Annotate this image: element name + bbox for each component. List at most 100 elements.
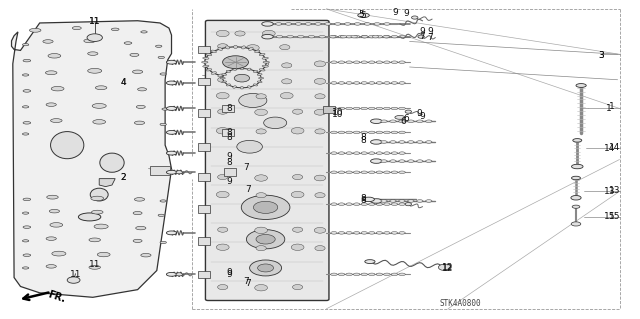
Circle shape [216,61,229,67]
Ellipse shape [241,75,246,78]
Ellipse shape [369,82,375,84]
Text: 2: 2 [120,173,125,182]
Ellipse shape [344,23,351,25]
Text: 7: 7 [244,277,249,286]
Ellipse shape [248,86,251,88]
Circle shape [87,34,102,41]
Ellipse shape [399,232,405,234]
Ellipse shape [22,133,29,135]
Bar [198,173,210,181]
Bar [198,271,210,278]
Ellipse shape [166,272,177,276]
Ellipse shape [381,120,387,122]
Text: 10: 10 [332,110,344,119]
Ellipse shape [346,232,352,234]
Text: 6: 6 [404,114,409,123]
Circle shape [216,128,229,134]
Ellipse shape [371,199,382,203]
Ellipse shape [166,60,177,64]
Ellipse shape [399,131,405,134]
Ellipse shape [262,22,273,26]
Circle shape [237,140,262,153]
FancyBboxPatch shape [205,20,329,300]
Text: 3: 3 [598,51,604,60]
Ellipse shape [46,103,56,107]
Ellipse shape [353,232,360,234]
Ellipse shape [369,152,375,154]
Text: 9: 9 [227,152,232,161]
Circle shape [292,227,303,232]
Ellipse shape [572,176,580,180]
Circle shape [241,195,290,219]
Ellipse shape [573,138,582,142]
Circle shape [256,234,275,244]
Circle shape [255,227,268,234]
Ellipse shape [203,57,209,59]
Ellipse shape [353,273,360,276]
Ellipse shape [399,203,405,205]
Ellipse shape [132,70,143,74]
Ellipse shape [253,70,258,72]
Ellipse shape [331,232,337,234]
Ellipse shape [376,232,383,234]
Bar [150,166,170,175]
Circle shape [235,31,245,36]
Ellipse shape [391,203,397,205]
Ellipse shape [376,107,383,110]
Polygon shape [99,179,115,187]
Ellipse shape [391,107,397,110]
Ellipse shape [79,213,101,221]
Ellipse shape [84,39,95,43]
Ellipse shape [399,171,405,174]
Bar [198,143,210,151]
Circle shape [250,260,282,276]
Bar [323,106,335,113]
Ellipse shape [319,35,325,38]
Ellipse shape [51,119,62,122]
Ellipse shape [22,74,29,76]
Text: 6: 6 [401,117,406,126]
Ellipse shape [384,23,390,25]
Ellipse shape [160,73,166,75]
Text: 11: 11 [89,17,100,26]
Ellipse shape [395,115,405,119]
Ellipse shape [376,203,383,205]
Ellipse shape [353,203,360,205]
Ellipse shape [221,81,227,83]
Ellipse shape [384,152,390,154]
Ellipse shape [331,203,337,205]
Ellipse shape [262,34,273,39]
Bar [198,237,210,245]
Text: 9: 9 [404,9,409,18]
Circle shape [218,44,228,49]
Ellipse shape [89,265,100,269]
Ellipse shape [369,61,375,63]
Ellipse shape [295,23,301,25]
Ellipse shape [365,260,375,263]
Ellipse shape [369,273,375,276]
Ellipse shape [218,48,223,50]
Ellipse shape [90,188,108,201]
Ellipse shape [22,212,29,214]
Text: 5: 5 [359,10,364,19]
Circle shape [246,45,259,51]
Ellipse shape [376,61,383,63]
Ellipse shape [376,171,383,174]
Ellipse shape [97,252,110,257]
Text: 11: 11 [70,271,81,279]
Text: 4: 4 [120,78,125,87]
Ellipse shape [339,232,345,234]
Ellipse shape [405,203,412,206]
Ellipse shape [391,232,397,234]
Bar [222,129,234,136]
Ellipse shape [263,61,269,63]
Circle shape [216,244,229,250]
Text: 14: 14 [609,143,621,152]
Ellipse shape [417,200,423,202]
Ellipse shape [160,123,166,126]
Ellipse shape [384,61,390,63]
Ellipse shape [399,35,405,38]
Ellipse shape [47,195,58,199]
Circle shape [253,60,269,68]
Ellipse shape [361,82,367,84]
